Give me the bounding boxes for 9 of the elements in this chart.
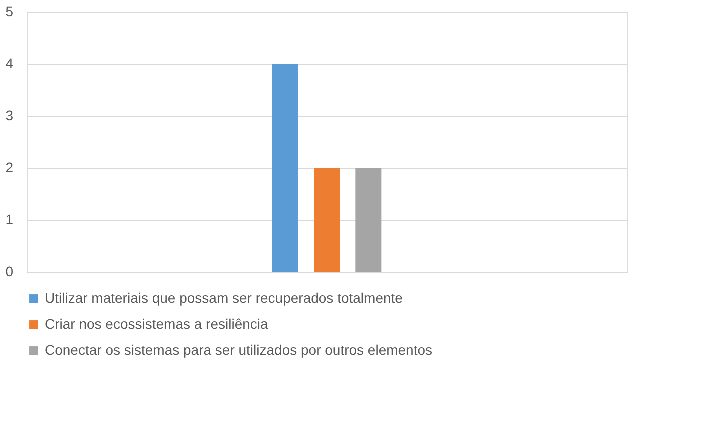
legend-label: Utilizar materiais que possam ser recuperados totalmente xyxy=(45,290,404,306)
y-tick-label: 0 xyxy=(6,264,14,280)
y-tick-label: 5 xyxy=(6,4,14,20)
y-tick-label: 1 xyxy=(6,212,14,228)
y-tick-label: 4 xyxy=(6,56,14,72)
legend-label: Conectar os sistemas para ser utilizados por outros elementos xyxy=(45,342,433,358)
y-tick-label: 3 xyxy=(6,108,14,124)
legend-label: Criar nos ecossistemas a resiliência xyxy=(45,316,269,332)
y-tick-label: 2 xyxy=(6,160,14,176)
